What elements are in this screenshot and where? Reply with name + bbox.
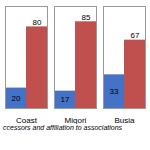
html-text:ccessors and affiliation to as: ccessors and affiliation to associations [3,124,123,131]
svg-text:20: 20 [12,94,21,103]
svg-text:17: 17 [61,95,70,104]
svg-text:Busia: Busia [114,116,135,124]
svg-text:85: 85 [82,13,91,22]
svg-text:67: 67 [131,31,140,40]
svg-text:Coast: Coast [16,116,38,124]
svg-text:Migori: Migori [65,116,87,124]
svg-text:33: 33 [110,87,119,96]
svg-text:80: 80 [33,18,42,27]
